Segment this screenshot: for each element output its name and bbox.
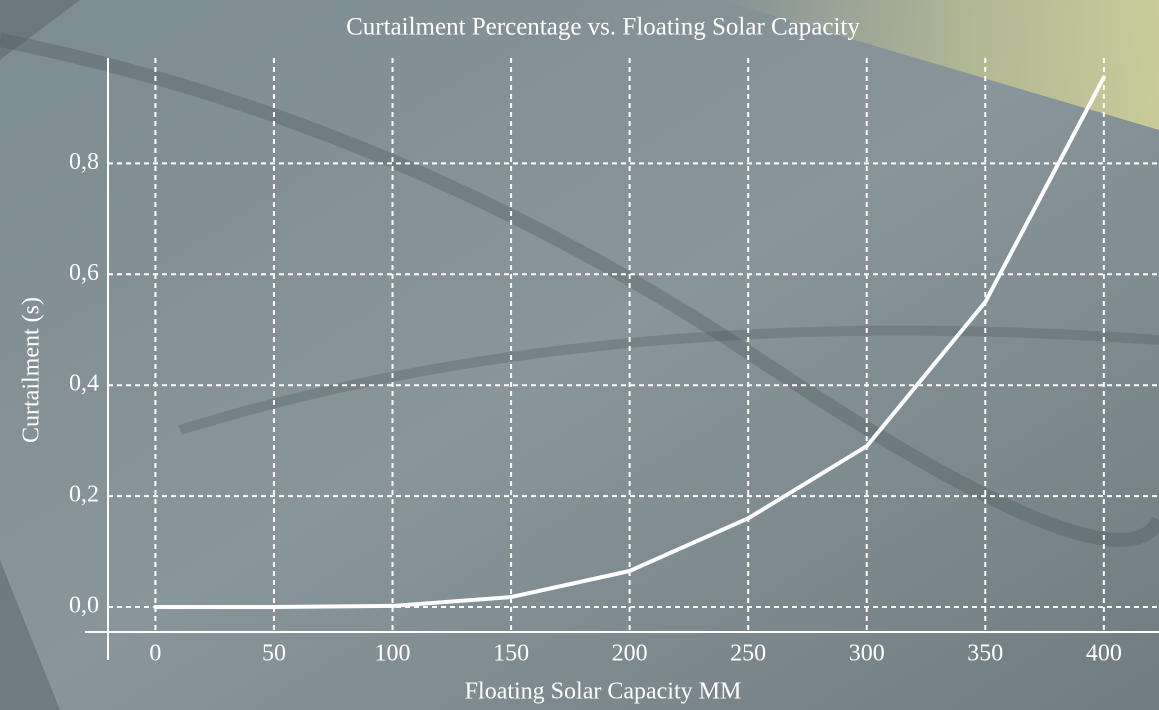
- y-tick-label: 0,6: [69, 260, 99, 286]
- y-tick-label: 0,4: [69, 371, 99, 397]
- x-tick-label: 300: [849, 641, 885, 667]
- y-axis-label: Curtailment (s): [19, 297, 45, 443]
- x-tick-label: 250: [730, 641, 766, 667]
- x-axis-label: Floating Solar Capacity MM: [465, 679, 742, 705]
- page: 0501001502002503003504000,00,20,40,60,8 …: [0, 0, 1159, 710]
- chart-title: Curtailment Percentage vs. Floating Sola…: [346, 14, 860, 41]
- x-tick-label: 50: [262, 641, 286, 667]
- x-tick-label: 200: [612, 641, 648, 667]
- x-tick-label: 0: [149, 641, 161, 667]
- y-tick-label: 0,0: [69, 593, 99, 619]
- x-tick-label: 150: [493, 641, 529, 667]
- y-tick-label: 0,2: [69, 482, 99, 508]
- x-tick-label: 350: [967, 641, 1003, 667]
- x-tick-label: 400: [1086, 641, 1122, 667]
- chart: 0501001502002503003504000,00,20,40,60,8 …: [0, 0, 1159, 710]
- y-tick-label: 0,8: [69, 149, 99, 175]
- x-tick-label: 100: [375, 641, 411, 667]
